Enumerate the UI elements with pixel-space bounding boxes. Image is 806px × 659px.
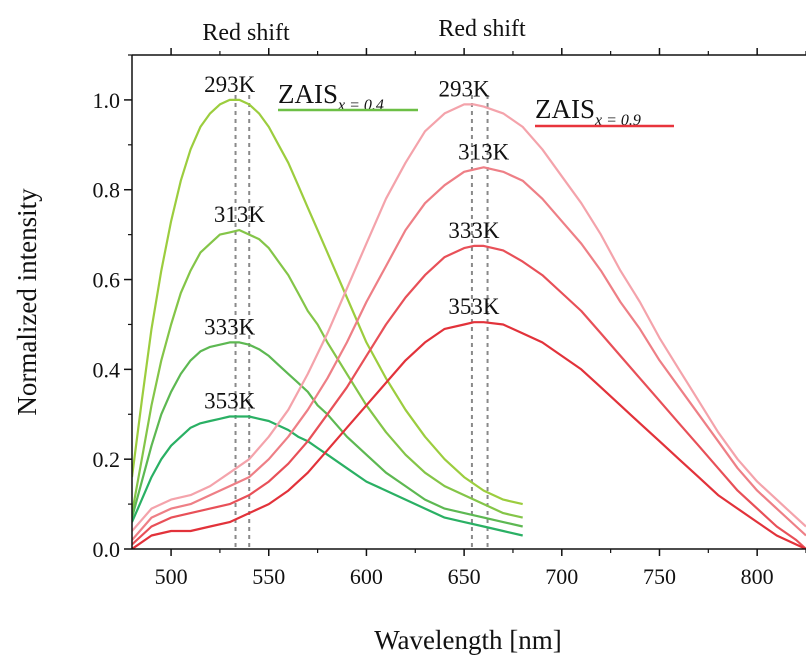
series-line-x09-293K: [132, 103, 806, 532]
legend-x09: ZAISx = 0.9: [535, 94, 674, 129]
series-line-x04-333K: [132, 341, 523, 528]
series-line-x04-353K: [132, 415, 523, 537]
x-tick-label: 600: [350, 564, 383, 589]
y-tick-label: 0.2: [93, 447, 121, 472]
series-line-x09-313K: [132, 166, 806, 541]
labels: 293K 313K 333K 353K 293K 313K 333K 353K: [204, 72, 509, 414]
x-tick-label: 750: [643, 564, 676, 589]
axes: 500 550 600 650 700 750 800 0.0 0.2 0.4 0.6 0.8 1.0: [93, 48, 806, 589]
series-line-x04-293K: [132, 98, 523, 506]
temperature-label: 353K: [204, 389, 256, 414]
reference-lines: [234, 95, 489, 549]
series-line-x04-313K: [132, 229, 523, 519]
svg-text:ZAISx = 0.9: ZAISx = 0.9: [535, 94, 641, 129]
y-tick-label: 0.0: [93, 537, 121, 562]
y-axis-title: Normalized intensity: [12, 188, 42, 416]
y-tick-label: 0.4: [93, 357, 121, 382]
legend-x04: ZAISx = 0.4: [278, 79, 418, 114]
x-tick-label: 550: [252, 564, 285, 589]
x-tick-label: 650: [448, 564, 481, 589]
temperature-label: 313K: [214, 202, 266, 227]
y-tick-label: 0.8: [93, 178, 121, 203]
legend-x04-name: ZAIS: [278, 79, 338, 109]
red-shift-label-left: Red shift: [202, 20, 290, 46]
x-tick-label: 500: [155, 564, 188, 589]
y-tick-label: 1.0: [93, 88, 121, 113]
temperature-label: 333K: [204, 314, 256, 339]
x-tick-label: 700: [545, 564, 578, 589]
series-line-x09-333K: [132, 244, 806, 549]
temperature-label: 293K: [439, 76, 491, 101]
series-line-x09-353K: [132, 321, 806, 549]
y-tick-label: 0.6: [93, 268, 121, 293]
temperature-label: 333K: [448, 218, 500, 243]
temperature-label: 293K: [204, 72, 256, 97]
legend-x09-name: ZAIS: [535, 94, 595, 124]
temperature-label: 313K: [458, 139, 510, 164]
legend-x04-subscript: x = 0.4: [337, 97, 384, 114]
red-shift-label-right: Red shift: [438, 16, 526, 42]
x-axis-title: Wavelength [nm]: [374, 625, 562, 655]
series-layer: [132, 98, 806, 549]
x-tick-label: 800: [741, 564, 774, 589]
temperature-label: 353K: [448, 294, 500, 319]
